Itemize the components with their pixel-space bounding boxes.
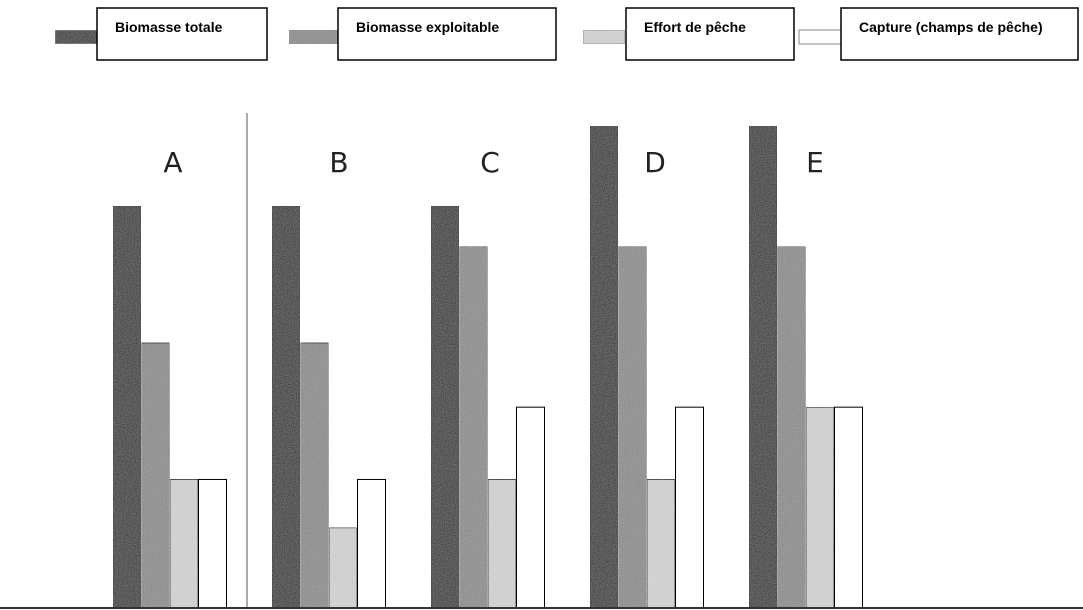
bar-d-series-1 [589, 125, 619, 609]
category-label-c: C [480, 146, 500, 179]
legend-swatch-series-2 [288, 29, 339, 45]
bar-b-series-2 [300, 342, 329, 609]
bar-c-series-1 [430, 205, 460, 609]
bar-a-series-3 [169, 478, 199, 609]
bar-b-series-1 [271, 205, 301, 609]
bar-a-series-2 [141, 342, 170, 609]
bar-c-series-3 [487, 478, 517, 609]
category-label-a: A [163, 146, 182, 179]
category-label-d: D [644, 146, 666, 179]
bar-a-series-4 [198, 478, 227, 609]
legend-box-series-1 [96, 7, 268, 61]
legend-box-series-3 [625, 7, 795, 61]
bar-c-series-4 [516, 406, 545, 609]
bar-e-series-4 [834, 406, 863, 609]
bar-e-series-1 [748, 125, 778, 609]
category-labels: A B C D E [163, 146, 823, 179]
legend-label-series-2: Biomasse exploitable [356, 19, 499, 35]
legend-swatch-series-3 [582, 29, 626, 45]
bar-a-series-1 [112, 205, 142, 609]
bar-d-series-3 [646, 478, 676, 609]
bar-e-series-2 [777, 246, 806, 609]
category-label-e: E [806, 146, 824, 179]
bar-c-series-2 [459, 246, 488, 609]
legend: Biomasse totale Biomasse exploitable Effor… [54, 7, 1079, 61]
legend-swatch-series-4 [798, 29, 842, 45]
legend-label-series-3: Effort de pêche [644, 19, 746, 35]
legend-label-series-1: Biomasse totale [115, 19, 223, 35]
bar-b-series-4 [357, 478, 386, 609]
legend-swatch-series-1 [54, 29, 98, 45]
bar-d-series-4 [675, 406, 704, 609]
bar-e-series-3 [805, 406, 835, 609]
bar-b-series-3 [328, 527, 358, 609]
bars [112, 125, 863, 609]
legend-label-series-4: Capture (champs de pêche) [859, 19, 1043, 35]
legend-box-series-2 [337, 7, 557, 61]
category-label-b: B [329, 146, 348, 179]
legend-box-series-4 [840, 7, 1079, 61]
bar-d-series-2 [618, 246, 647, 609]
